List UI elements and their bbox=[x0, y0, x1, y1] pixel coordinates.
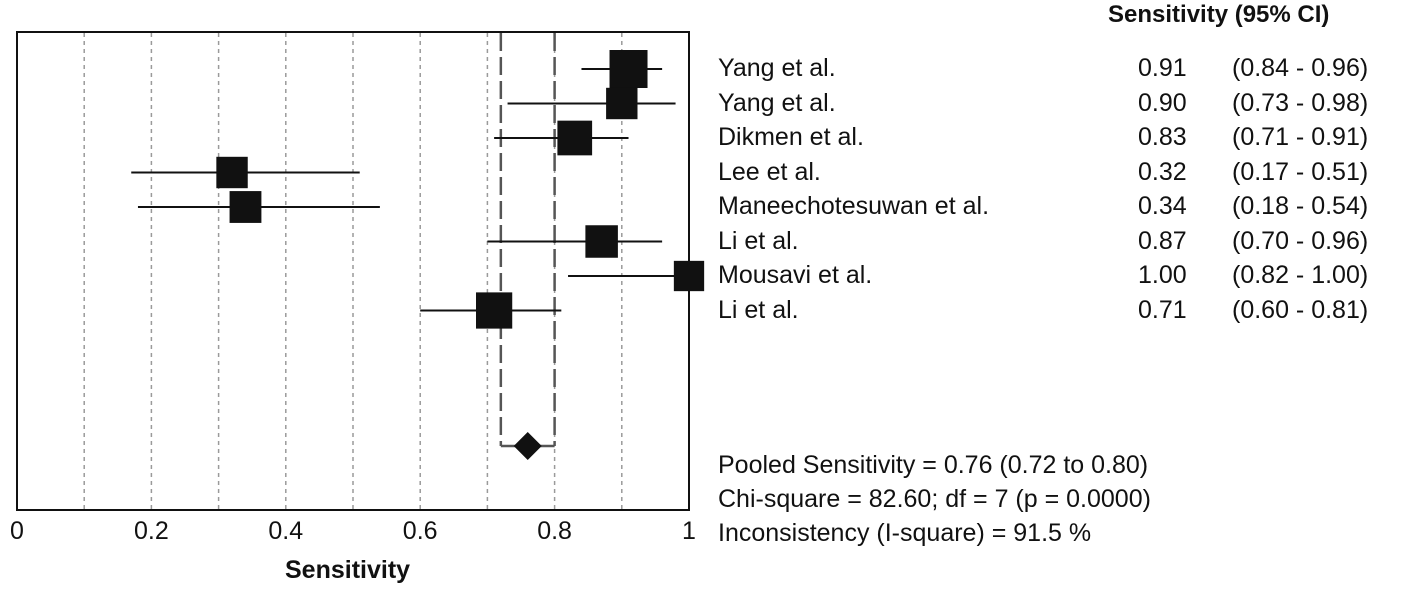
study-value: 0.91 bbox=[1138, 54, 1187, 82]
study-point bbox=[673, 260, 705, 292]
study-name: Dikmen et al. bbox=[718, 123, 864, 151]
study-ci: (0.18 - 0.54) bbox=[1232, 192, 1369, 220]
study-value: 1.00 bbox=[1138, 261, 1187, 289]
study-value: 0.32 bbox=[1138, 157, 1187, 186]
study-point bbox=[557, 120, 593, 156]
study-name: Yang et al. bbox=[718, 54, 836, 82]
x-axis-label: Sensitivity bbox=[285, 556, 411, 584]
study-ci: (0.73 - 0.98) bbox=[1232, 88, 1369, 117]
study-name: Lee et al. bbox=[718, 157, 821, 186]
study-point bbox=[609, 50, 648, 88]
study-ci: (0.17 - 0.51) bbox=[1232, 157, 1369, 186]
study-ci: (0.71 - 0.91) bbox=[1232, 123, 1369, 151]
study-value: 0.90 bbox=[1138, 88, 1187, 117]
summary-pooled: Pooled Sensitivity = 0.76 (0.72 to 0.80) bbox=[718, 451, 1149, 479]
column-header: Sensitivity (95% CI) bbox=[1108, 1, 1330, 28]
study-point bbox=[229, 191, 262, 223]
study-point bbox=[216, 156, 248, 189]
pooled-ci-lines bbox=[499, 33, 556, 448]
study-markers bbox=[131, 50, 705, 460]
study-ci: (0.70 - 0.96) bbox=[1232, 226, 1369, 255]
study-ci: (0.82 - 1.00) bbox=[1232, 261, 1369, 289]
study-name: Maneechotesuwan et al. bbox=[718, 192, 990, 220]
study-value: 0.83 bbox=[1138, 123, 1187, 151]
study-point bbox=[476, 292, 513, 329]
study-ci: (0.84 - 0.96) bbox=[1232, 54, 1369, 82]
x-tick-label: 1 bbox=[682, 517, 696, 545]
study-ci: (0.60 - 0.81) bbox=[1232, 295, 1369, 324]
study-name: Yang et al. bbox=[718, 88, 836, 117]
study-value: 0.87 bbox=[1138, 226, 1187, 255]
x-tick-label: 0.8 bbox=[537, 517, 572, 545]
study-name: Li et al. bbox=[718, 226, 799, 255]
x-tick-label: 0.2 bbox=[134, 517, 169, 545]
study-point bbox=[585, 225, 618, 258]
x-tick-label: 0 bbox=[10, 517, 24, 545]
study-point bbox=[606, 87, 638, 120]
summary-inconsistency: Inconsistency (I-square) = 91.5 % bbox=[718, 519, 1092, 547]
x-tick-label: 0.6 bbox=[402, 517, 438, 545]
summary-chi-square: Chi-square = 82.60; df = 7 (p = 0.0000) bbox=[718, 485, 1151, 513]
pooled-diamond bbox=[513, 432, 542, 460]
study-value: 0.34 bbox=[1138, 192, 1187, 220]
study-name: Mousavi et al. bbox=[718, 261, 873, 289]
study-name: Li et al. bbox=[718, 295, 799, 324]
x-tick-label: 0.4 bbox=[268, 517, 304, 545]
study-value: 0.71 bbox=[1138, 295, 1187, 324]
